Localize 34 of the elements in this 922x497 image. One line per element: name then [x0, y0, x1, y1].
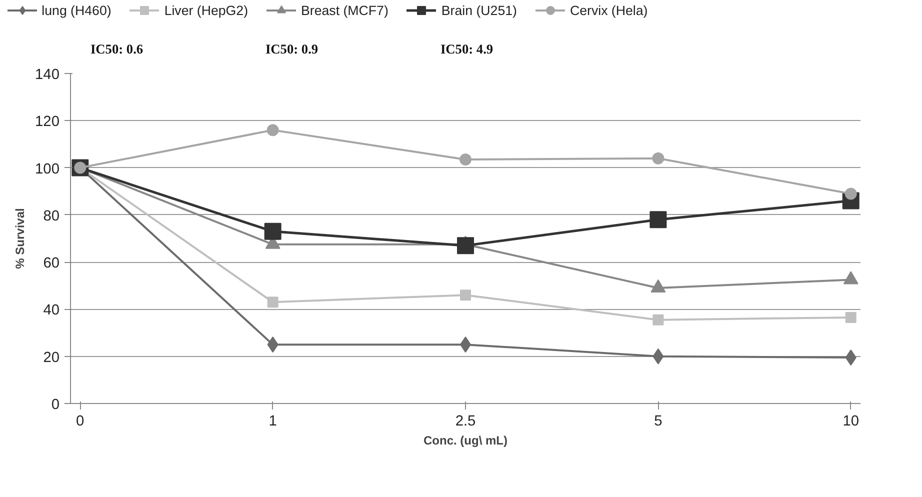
legend-label: lung (H460): [42, 2, 112, 18]
point: [457, 237, 474, 254]
point: [266, 124, 279, 136]
x-tick-label: 0: [76, 414, 84, 430]
legend-label: Breast (MCF7): [301, 2, 388, 18]
y-tick-label: 140: [35, 67, 60, 83]
legend-label: Cervix (Hela): [570, 2, 648, 18]
y-tick-label: 60: [43, 256, 60, 272]
y-axis-title: % Survival: [13, 208, 28, 269]
text: IC50: 0.9: [266, 42, 318, 56]
point: [460, 154, 472, 166]
y-tick-label: 120: [35, 114, 60, 130]
point: [460, 290, 471, 301]
x-tick-label: 5: [654, 414, 662, 430]
text: IC50: 0.6: [90, 42, 144, 56]
point: [652, 152, 664, 164]
point: [844, 188, 857, 200]
y-tick-label: 40: [43, 302, 60, 319]
point: [267, 296, 278, 308]
y-tick-label: 20: [43, 350, 60, 366]
x-tick-label: 10: [842, 414, 860, 430]
point: [652, 314, 664, 326]
x-axis-title: Conc. (ug\ mL): [424, 434, 508, 448]
point: [264, 222, 282, 240]
x-tick-label: 1: [268, 414, 277, 430]
text: IC50: 4.9: [440, 42, 494, 56]
legend-label: Brain (U251): [441, 2, 517, 18]
x-tick-label: 2.5: [455, 414, 476, 430]
y-tick-label: 80: [43, 208, 60, 224]
y-tick-label: 0: [51, 397, 60, 413]
y-tick-label: 100: [35, 161, 60, 178]
legend-label: Liver (HepG2): [164, 2, 248, 18]
point: [650, 211, 667, 228]
point: [845, 312, 856, 323]
